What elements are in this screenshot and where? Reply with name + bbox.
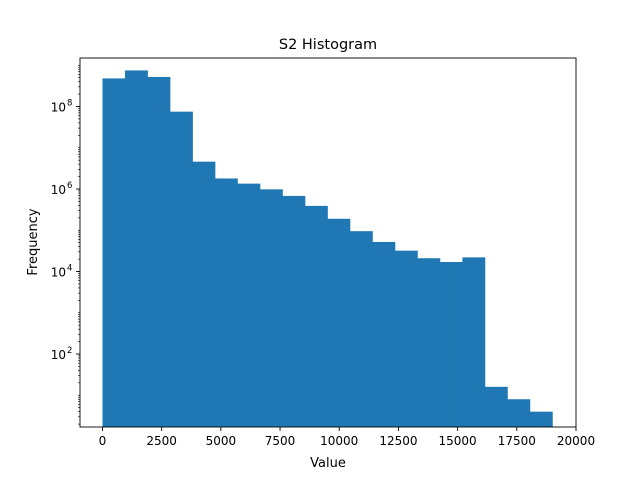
x-tick-label: 7500 xyxy=(265,434,296,448)
histogram-bar xyxy=(169,111,193,428)
x-tick-label: 17500 xyxy=(498,434,536,448)
y-tick-label: 10 xyxy=(51,183,66,197)
histogram-bar xyxy=(147,76,171,427)
histogram-bar xyxy=(372,241,396,427)
histogram-bar xyxy=(462,257,486,427)
histogram-bar xyxy=(394,250,418,427)
chart-title: S2 Histogram xyxy=(279,37,377,53)
histogram-bar xyxy=(349,231,373,427)
histogram-bar xyxy=(484,386,508,427)
y-axis-label: Frequency xyxy=(26,208,41,275)
histogram-bar xyxy=(259,189,283,427)
histogram-bar xyxy=(304,205,328,427)
y-tick-label: 10 xyxy=(51,101,66,115)
x-tick-label: 12500 xyxy=(379,434,417,448)
histogram-bar xyxy=(417,258,441,427)
y-tick-label: 10 xyxy=(51,266,66,280)
x-tick-label: 20000 xyxy=(557,434,595,448)
y-tick-exponent: 6 xyxy=(67,181,72,191)
x-tick-label: 5000 xyxy=(206,434,237,448)
histogram-bar xyxy=(327,218,351,427)
histogram-bar xyxy=(237,183,261,427)
x-tick-label: 10000 xyxy=(320,434,358,448)
x-tick-label: 15000 xyxy=(439,434,477,448)
histogram-bar xyxy=(102,78,126,427)
y-tick-exponent: 4 xyxy=(67,264,72,274)
histogram-bar xyxy=(192,161,216,428)
y-tick-exponent: 8 xyxy=(67,99,72,109)
histogram-bars xyxy=(102,70,553,428)
histogram-bar xyxy=(529,411,553,427)
x-tick-label: 2500 xyxy=(146,434,177,448)
histogram-bar xyxy=(124,70,148,428)
y-tick-exponent: 2 xyxy=(67,346,72,356)
x-axis-label: Value xyxy=(310,456,346,471)
histogram-bar xyxy=(439,262,463,427)
histogram-bar xyxy=(282,195,306,427)
histogram-bar xyxy=(507,399,531,427)
x-axis-ticks: 0 2500 5000 7500 10000 12500 15000 17500 20000 xyxy=(99,427,595,448)
plot-frame xyxy=(79,57,577,428)
histogram-bar xyxy=(214,178,238,427)
y-tick-label: 10 xyxy=(51,348,66,362)
x-tick-label: 0 xyxy=(99,434,107,448)
